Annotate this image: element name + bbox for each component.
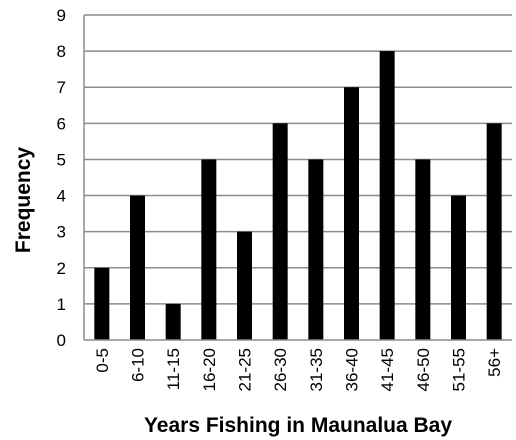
x-tick-label: 21-25 <box>236 348 255 391</box>
bar-0-5 <box>94 267 110 340</box>
x-tick-label: 56+ <box>485 348 504 377</box>
x-tick-label: 36-40 <box>343 348 362 391</box>
x-tick-label: 11-15 <box>164 348 183 390</box>
bar-21-25 <box>237 231 252 340</box>
bar-11-15 <box>165 303 181 340</box>
y-tick-labels: 0 1 2 3 4 5 6 7 8 9 <box>57 6 66 350</box>
x-axis-label: Years Fishing in Maunalua Bay <box>144 414 452 437</box>
y-tick-label: 5 <box>57 150 66 169</box>
x-tick-label: 0-5 <box>93 348 112 373</box>
x-tick-label: 41-45 <box>378 348 397 391</box>
gridlines <box>84 14 512 305</box>
x-tick-label: 6-10 <box>129 348 148 382</box>
y-tick-label: 2 <box>57 259 66 278</box>
y-tick-label: 3 <box>57 223 66 242</box>
bar-41-45 <box>379 51 395 340</box>
axes <box>83 15 512 341</box>
bar-16-20 <box>201 159 217 340</box>
bar-6-10 <box>130 195 145 340</box>
y-axis-label: Frequency <box>12 147 35 254</box>
bar-46-50 <box>415 159 431 340</box>
bars <box>94 51 502 340</box>
y-tick-label: 4 <box>57 187 66 206</box>
bar-26-30 <box>272 123 288 340</box>
x-tick-label: 16-20 <box>200 348 219 391</box>
bar-31-35 <box>308 159 324 340</box>
x-tick-label: 46-50 <box>414 348 433 391</box>
bar-56+ <box>486 123 502 340</box>
y-tick-label: 8 <box>57 42 66 61</box>
bar-51-55 <box>451 195 466 340</box>
x-tick-label: 51-55 <box>450 348 469 391</box>
y-tick-label: 0 <box>57 331 66 350</box>
y-tick-label: 6 <box>57 114 66 133</box>
y-tick-label: 7 <box>57 78 66 97</box>
y-tick-label: 9 <box>57 6 66 25</box>
x-tick-label: 31-35 <box>307 348 326 391</box>
y-tick-label: 1 <box>57 295 66 314</box>
x-tick-labels: 0-5 6-10 11-15 16-20 21-25 26-30 31-35 36-40 41-… <box>93 348 504 392</box>
bar-36-40 <box>344 87 359 340</box>
x-tick-label: 26-30 <box>271 348 290 391</box>
